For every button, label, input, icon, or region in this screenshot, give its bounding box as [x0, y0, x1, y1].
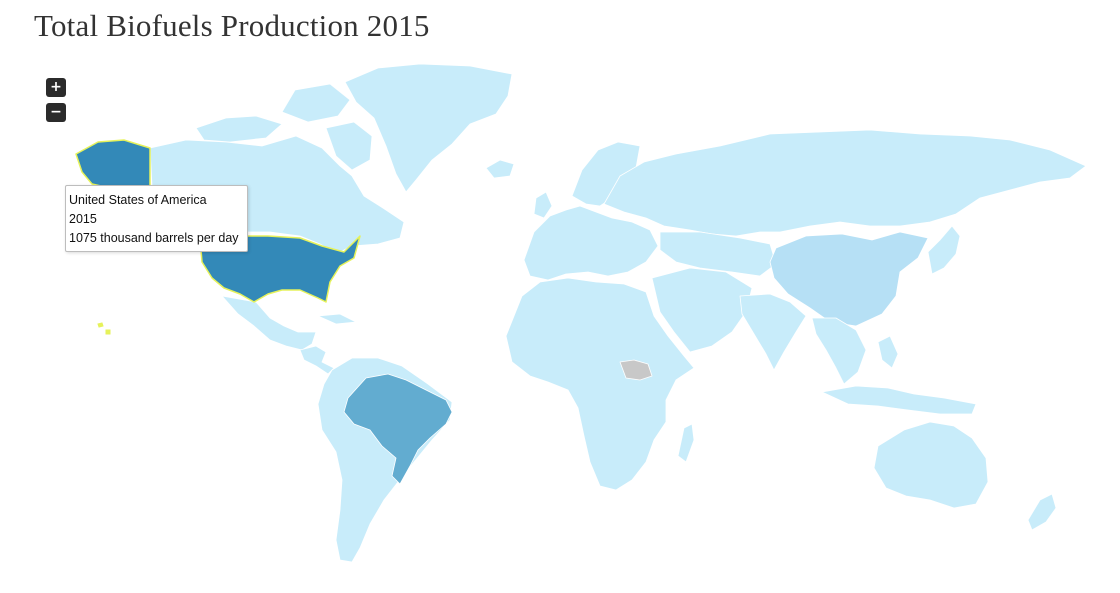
page-title: Total Biofuels Production 2015 — [34, 8, 430, 43]
iceland[interactable] — [485, 159, 515, 179]
arctic-islands-west[interactable] — [195, 115, 283, 143]
tooltip-year: 2015 — [69, 212, 97, 226]
arctic-islands[interactable] — [281, 83, 351, 123]
uk[interactable] — [533, 191, 553, 219]
africa[interactable] — [505, 277, 695, 491]
china[interactable] — [769, 231, 929, 327]
central-asia[interactable] — [659, 231, 777, 277]
tooltip-value: 1075 thousand barrels per day — [69, 231, 239, 245]
south-sudan[interactable] — [619, 359, 653, 381]
middle-east[interactable] — [651, 267, 753, 353]
mexico[interactable] — [221, 295, 317, 351]
central-america[interactable] — [299, 345, 335, 375]
australia[interactable] — [873, 421, 989, 509]
alaska[interactable] — [75, 139, 151, 191]
madagascar[interactable] — [677, 423, 695, 463]
tooltip-country: United States of America — [69, 193, 207, 207]
zoom-out-button[interactable]: − — [46, 103, 66, 122]
india[interactable] — [739, 293, 807, 371]
united-states[interactable] — [199, 235, 361, 303]
russia[interactable] — [603, 129, 1087, 237]
philippines[interactable] — [877, 335, 899, 369]
greenland[interactable] — [344, 63, 513, 193]
japan[interactable] — [927, 225, 961, 275]
indonesia[interactable] — [821, 385, 977, 415]
new-zealand[interactable] — [1027, 493, 1057, 531]
brazil[interactable] — [343, 373, 453, 485]
europe[interactable] — [523, 205, 659, 281]
southeast-asia[interactable] — [811, 317, 867, 385]
zoom-in-button[interactable]: + — [46, 78, 66, 97]
cuba[interactable] — [317, 313, 357, 325]
hawaii[interactable] — [97, 322, 111, 335]
map-tooltip: United States of America 2015 1075 thous… — [65, 185, 248, 252]
baffin-island[interactable] — [325, 121, 373, 171]
